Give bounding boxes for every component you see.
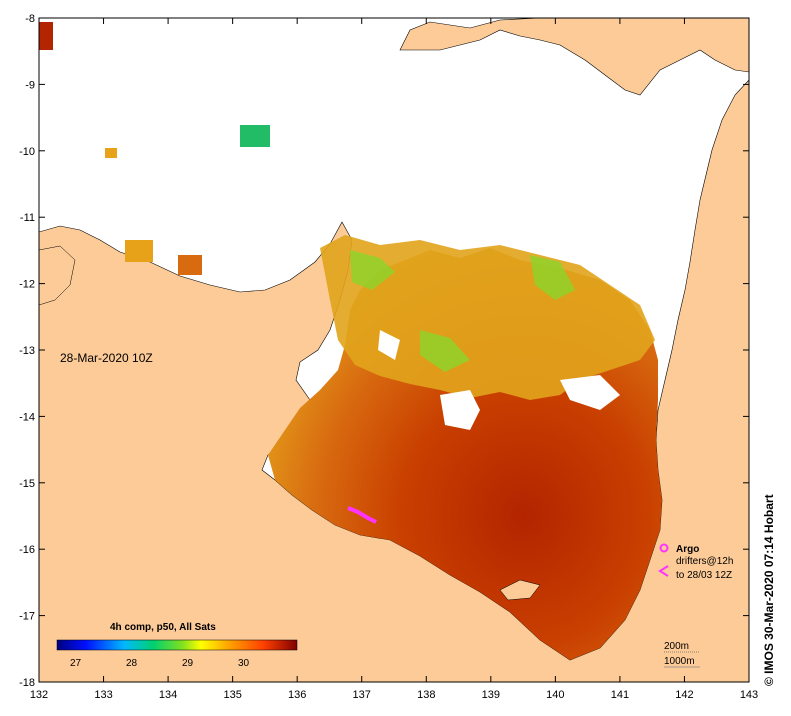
lat-tick-label: -11: [20, 212, 35, 224]
colorbar-title: 4h comp, p50, All Sats: [110, 622, 216, 633]
lon-tick-label: 143: [740, 689, 758, 701]
longitude-axis: 132 133 134 135 136 137 138 139 140 141 142 143: [30, 18, 758, 701]
lat-tick-label: -14: [19, 411, 35, 423]
depth-1000-label: 1000m: [664, 656, 695, 667]
colorbar-tick: 29: [182, 658, 194, 669]
sst-speck: [39, 22, 53, 50]
lon-tick-label: 136: [288, 689, 306, 701]
colorbar-tick: 30: [238, 658, 250, 669]
sst-green-patch: [350, 250, 575, 372]
sst-speck: [105, 148, 117, 158]
drifter-arrow-icon: [658, 565, 669, 577]
lon-tick-label: 142: [675, 689, 693, 701]
lat-tick-label: -17: [19, 611, 35, 623]
land-nw-island: [39, 245, 76, 306]
lon-tick-label: 137: [353, 689, 371, 701]
drifter-track: [347, 506, 377, 524]
colorbar-tick: 28: [126, 658, 138, 669]
sst-speck: [125, 240, 153, 262]
argo-label: Argo: [676, 544, 699, 555]
lon-tick-label: 133: [94, 689, 112, 701]
lat-tick-label: -10: [19, 146, 35, 158]
lat-tick-label: -15: [19, 478, 35, 490]
lon-tick-label: 135: [223, 689, 241, 701]
sst-speck: [240, 125, 270, 147]
depth-200-label: 200m: [664, 641, 689, 652]
lat-tick-label: -8: [25, 13, 35, 25]
sst-speck: [178, 255, 202, 275]
cloud-gaps: [378, 330, 620, 430]
lat-tick-label: -9: [25, 79, 35, 91]
drifters-label-2: to 28/03 12Z: [676, 570, 732, 581]
colorbar-tick: 27: [70, 658, 82, 669]
latitude-axis: -8 -9 -10 -11 -12 -13 -14 -15 -16 -17 -18: [19, 13, 749, 689]
date-label: 28-Mar-2020 10Z: [60, 351, 153, 365]
land-sweers-island: [499, 579, 541, 601]
sst-cool-band: [320, 235, 655, 400]
lat-tick-label: -12: [19, 279, 35, 291]
drifters-label-1: drifters@12h: [676, 556, 733, 567]
land-papua-new-guinea: [399, 18, 749, 96]
colorbar: [56, 639, 298, 651]
lat-tick-label: -13: [19, 345, 35, 357]
imos-credit: © IMOS 30-Mar-2020 07:14 Hobart: [762, 494, 776, 686]
lon-tick-label: 141: [611, 689, 629, 701]
lat-tick-label: -16: [19, 544, 35, 556]
lat-tick-label: -18: [19, 677, 35, 689]
lon-tick-label: 134: [159, 689, 177, 701]
lon-tick-label: 140: [546, 689, 564, 701]
argo-marker-icon: [659, 543, 669, 553]
lon-tick-label: 138: [417, 689, 435, 701]
lon-tick-label: 132: [30, 689, 48, 701]
lon-tick-label: 139: [482, 689, 500, 701]
